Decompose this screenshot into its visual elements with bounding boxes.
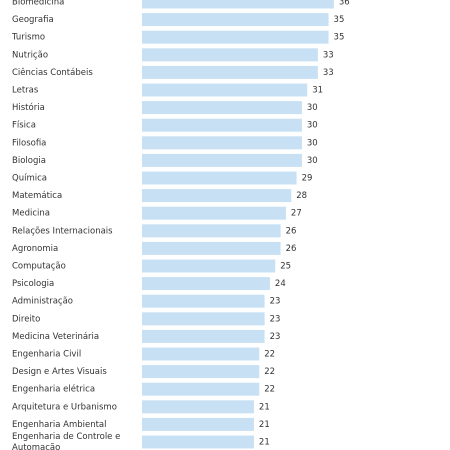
category-label: Computação: [12, 262, 66, 272]
bar: [142, 312, 265, 326]
bar: [142, 153, 302, 167]
category-label: Geografia: [12, 15, 54, 25]
data-label: 28: [296, 191, 307, 201]
bar: [142, 347, 260, 361]
bar: [142, 101, 302, 115]
data-label: 31: [312, 86, 323, 96]
category-label: Biomedicina: [12, 0, 64, 8]
category-label: Engenharia Civil: [12, 350, 81, 360]
category-label: Design e Artes Visuais: [12, 367, 107, 377]
category-label: Agronomia: [12, 244, 58, 254]
data-label: 29: [302, 174, 313, 184]
data-label: 23: [270, 314, 281, 324]
bar: [142, 206, 286, 220]
category-label: Medicina: [12, 209, 50, 219]
bar: [142, 400, 254, 414]
bar: [142, 118, 302, 132]
category-label: Relações Internacionais: [12, 226, 113, 236]
data-label: 21: [259, 438, 270, 448]
data-label: 35: [334, 15, 345, 25]
category-label: Engenharia Ambiental: [12, 420, 107, 430]
data-label: 35: [334, 33, 345, 43]
data-label: 25: [280, 262, 291, 272]
data-label: 30: [307, 103, 318, 113]
bar: [142, 382, 260, 396]
data-label: 33: [323, 68, 334, 78]
bar: [142, 13, 329, 27]
bar: [142, 259, 276, 273]
category-label: Física: [12, 121, 36, 131]
bar-series: 36 Biomedicina 35 Geografia 35 Turismo 33 Nutri…: [11, 0, 350, 450]
data-label: 30: [307, 156, 318, 166]
data-label: 30: [307, 121, 318, 131]
data-label: 24: [275, 279, 286, 289]
category-label: Direito: [12, 314, 40, 324]
bar: [142, 417, 254, 431]
category-label: Nutrição: [12, 50, 48, 60]
data-label: 27: [291, 209, 302, 219]
bar: [142, 30, 329, 44]
category-label: Medicina Veterinária: [12, 332, 99, 342]
bar: [142, 65, 318, 79]
bar: [142, 0, 334, 9]
data-label: 21: [259, 402, 270, 412]
data-label: 22: [264, 385, 275, 395]
category-label: Engenharia de Controle e Automação: [12, 432, 120, 450]
data-label: 22: [264, 367, 275, 377]
category-label: Turismo: [11, 33, 45, 43]
category-label: Administração: [12, 297, 73, 307]
bar: [142, 294, 265, 308]
bar: [142, 83, 308, 97]
data-label: 36: [339, 0, 350, 8]
bar: [142, 277, 270, 291]
bar: [142, 189, 292, 203]
bar: [142, 241, 281, 255]
bar: [142, 224, 281, 238]
data-label: 21: [259, 420, 270, 430]
category-label: Letras: [12, 86, 39, 96]
category-label: Matemática: [12, 191, 62, 201]
category-label: Arquitetura e Urbanismo: [12, 402, 117, 412]
bar: [142, 171, 297, 185]
bar: [142, 329, 265, 343]
data-label: 33: [323, 50, 334, 60]
category-label: História: [12, 102, 45, 113]
bar: [142, 136, 302, 150]
data-label: 26: [286, 244, 297, 254]
category-label: Engenharia elétrica: [12, 384, 95, 395]
data-label: 23: [270, 297, 281, 307]
data-label: 26: [286, 226, 297, 236]
category-label: Química: [12, 174, 47, 184]
category-label: Psicologia: [12, 279, 54, 289]
data-label: 23: [270, 332, 281, 342]
category-label: Ciências Contábeis: [12, 67, 93, 78]
data-label: 30: [307, 138, 318, 148]
bar: [142, 48, 318, 62]
bar: [142, 435, 254, 449]
category-label: Filosofia: [12, 138, 46, 148]
bar: [142, 365, 260, 379]
category-label: Biologia: [12, 156, 46, 166]
data-label: 22: [264, 350, 275, 360]
